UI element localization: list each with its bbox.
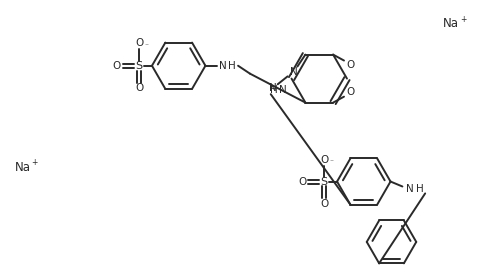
Text: O: O <box>320 155 328 165</box>
Text: O: O <box>320 199 328 209</box>
Text: N: N <box>290 67 297 78</box>
Text: H: H <box>417 185 424 194</box>
Text: N: N <box>219 61 227 71</box>
Text: O: O <box>347 87 355 97</box>
Text: O: O <box>135 84 143 93</box>
Text: H: H <box>228 61 236 71</box>
Text: O: O <box>112 61 120 71</box>
Text: H: H <box>270 85 278 95</box>
Text: N: N <box>269 83 277 93</box>
Text: N: N <box>406 185 414 194</box>
Text: Na: Na <box>443 17 459 30</box>
Text: S: S <box>136 61 142 71</box>
Text: +: + <box>31 158 37 167</box>
Text: +: + <box>460 15 466 24</box>
Text: ⁻: ⁻ <box>144 41 148 51</box>
Text: O: O <box>135 38 143 48</box>
Text: ⁻: ⁻ <box>329 157 333 166</box>
Text: O: O <box>298 177 307 186</box>
Text: S: S <box>320 177 328 186</box>
Text: Na: Na <box>14 161 31 174</box>
Text: O: O <box>347 61 355 70</box>
Text: N: N <box>279 85 286 95</box>
